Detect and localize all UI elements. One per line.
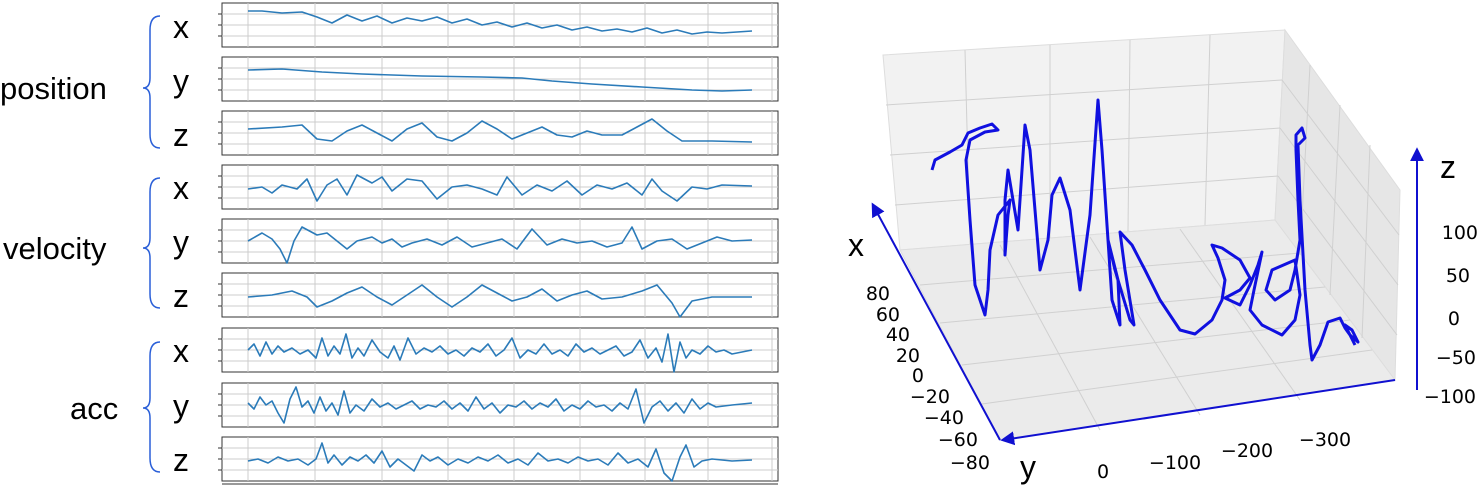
axis-label-3d: x [848,227,864,263]
y-tick-label: −200 [1221,440,1273,462]
signal-panel [217,110,779,156]
axis-letter: z [173,278,189,314]
group-label: velocity [3,231,107,266]
z-tick-label: 100 [1442,222,1478,244]
z-tick-label: −100 [1424,386,1476,408]
axis-label-3d: z [1440,149,1456,185]
axis-letter: x [173,170,189,206]
signal-panel [217,382,779,428]
brace [142,177,161,309]
axis-letter: x [173,333,189,369]
x-tick-label: 60 [876,304,900,326]
signal-panel [217,164,779,210]
signal-panel [217,2,779,48]
axis-letter: z [173,442,189,478]
x-tick-label: −80 [950,452,990,474]
signal-panel [217,56,779,102]
group-label: acc [70,391,118,426]
x-tick-label: −60 [938,429,978,451]
y-tick-label: −300 [1299,429,1351,451]
x-tick-label: 20 [896,345,920,367]
axis-letter: y [173,388,189,424]
brace [142,15,161,149]
axis-letter: z [173,117,189,153]
plot-3d [871,28,1424,446]
z-tick-label: −50 [1436,347,1476,369]
z-tick-label: 50 [1446,265,1470,287]
signal-panel [217,272,779,318]
y-tick-label: 0 [1097,461,1109,483]
signal-panel [217,218,779,264]
x-tick-label: 80 [866,283,890,305]
brace [142,341,161,473]
z-tick-label: 0 [1448,308,1460,330]
axis-letter: y [173,63,189,99]
axis-letter: x [173,9,189,45]
signal-panel [217,436,779,482]
y-tick-label: −100 [1149,452,1201,474]
x-tick-label: −20 [910,386,950,408]
axis-label-3d: y [1020,449,1036,485]
signal-panel [217,327,779,373]
x-tick-label: 0 [912,365,924,387]
x-tick-label: −40 [924,407,964,429]
axis-letter: y [173,224,189,260]
group-label: position [0,71,107,106]
x-tick-label: 40 [886,324,910,346]
